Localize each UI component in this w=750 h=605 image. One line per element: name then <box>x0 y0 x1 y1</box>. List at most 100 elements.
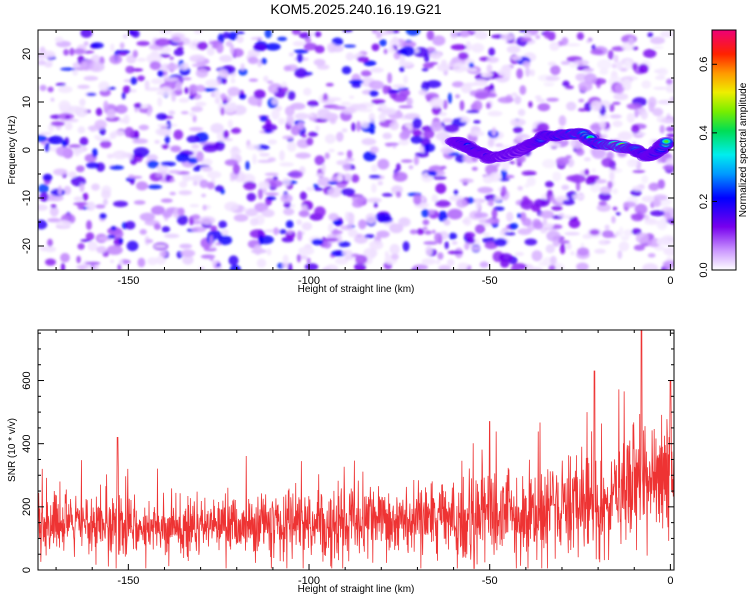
spectrogram-noise-blob <box>327 42 337 53</box>
spectrogram-noise-blob <box>392 84 406 89</box>
spectrogram-noise-blob <box>111 130 126 137</box>
spectrogram-noise-blob <box>147 160 159 169</box>
spectrogram-noise-blob <box>562 80 570 88</box>
spectrogram-noise-blob <box>456 198 468 208</box>
spectrogram-noise-blob <box>220 107 225 116</box>
spectrogram-noise-blob <box>191 144 200 149</box>
spectrogram-noise-blob <box>85 232 95 241</box>
spectrogram-noise-blob <box>545 244 555 254</box>
spectrogram-noise-blob <box>38 204 48 211</box>
spectrogram-noise-blob <box>79 182 85 193</box>
spectrogram-noise-blob <box>261 209 275 218</box>
spectrogram-noise-blob <box>486 102 491 109</box>
spectrogram-noise-blob <box>109 54 123 65</box>
spectrogram-noise-blob <box>296 230 303 242</box>
spectrogram-noise-blob <box>205 79 221 88</box>
spectrogram-noise-blob <box>191 214 201 220</box>
spectrogram-noise-blob <box>521 170 537 176</box>
spectrogram-noise-blob <box>491 126 497 137</box>
snr-xtick-label: -100 <box>298 575 320 587</box>
spectrogram-noise-blob <box>252 153 257 165</box>
spectrogram-noise-blob <box>159 53 171 58</box>
spectrogram-noise-blob <box>117 52 128 56</box>
spectrogram-noise-blob <box>565 43 581 47</box>
spectrogram-noise-blob <box>400 159 413 163</box>
spectrogram-noise-blob <box>540 210 554 219</box>
spectrogram-noise-blob <box>514 95 522 105</box>
spectrogram-noise-blob <box>344 211 349 222</box>
spectrogram-noise-blob <box>325 82 334 87</box>
spectrogram-noise-blob <box>475 199 481 211</box>
spectrogram-noise-blob <box>648 101 655 113</box>
spectrogram-noise-blob <box>612 120 623 128</box>
spectrogram-noise-blob <box>297 121 305 130</box>
spectrogram-noise-blob <box>631 213 644 222</box>
spectrogram-noise-blob <box>149 61 162 71</box>
spectrogram-noise-blob <box>528 101 533 108</box>
spectrogram-noise-blob <box>412 117 422 129</box>
spectrogram-noise-blob <box>248 78 259 82</box>
spectrogram-noise-blob <box>516 68 523 79</box>
spectrogram-noise-blob <box>446 259 455 266</box>
spectrogram-noise-blob <box>247 56 259 65</box>
spectrogram-noise-blob <box>55 220 72 228</box>
spectrogram-noise-blob <box>275 105 283 112</box>
spectrogram-noise-blob <box>83 41 89 46</box>
spectrogram-noise-blob <box>77 126 86 134</box>
spectrogram-noise-blob <box>589 229 600 236</box>
spectrogram-noise-blob <box>435 259 441 265</box>
spectrogram-noise-blob <box>271 108 280 120</box>
spectrogram-noise-blob <box>371 30 378 34</box>
spectrogram-noise-blob <box>601 133 608 140</box>
spectrogram-noise-blob <box>657 99 673 105</box>
spectrogram-noise-blob <box>179 63 189 71</box>
spectrogram-noise-blob <box>387 72 393 84</box>
spectrogram-noise-blob <box>199 216 216 225</box>
spectrogram-noise-blob <box>604 240 611 244</box>
spectrogram-ytick-label: 10 <box>21 96 33 108</box>
spectrogram-noise-blob <box>410 135 423 144</box>
spectrogram-noise-blob <box>245 160 250 171</box>
spectrogram-noise-blob <box>147 184 163 190</box>
spectrogram-noise-blob <box>626 112 635 123</box>
spectrogram-noise-blob <box>331 230 343 235</box>
spectrogram-noise-blob <box>546 97 559 102</box>
spectrogram-noise-blob <box>447 208 463 220</box>
spectrogram-noise-blob <box>550 65 561 76</box>
spectrogram-noise-blob <box>271 98 279 105</box>
spectrogram-noise-blob <box>426 80 442 89</box>
spectrogram-noise-blob <box>370 146 379 154</box>
spectrogram-noise-blob <box>202 143 219 153</box>
spectrogram-noise-blob <box>119 42 125 49</box>
spectrogram-noise-blob <box>340 188 355 196</box>
spectrogram-noise-blob <box>599 68 609 75</box>
spectrogram-noise-blob <box>47 238 53 247</box>
spectrogram-noise-blob <box>231 146 239 152</box>
spectrogram-noise-blob <box>513 126 523 134</box>
spectrogram-noise-blob <box>192 114 197 123</box>
spectrogram-noise-blob <box>39 192 49 202</box>
spectrogram-noise-blob <box>184 87 189 94</box>
spectrogram-noise-blob <box>336 160 348 166</box>
spectrogram-noise-blob <box>389 121 400 131</box>
spectrogram-noise-blob <box>520 199 534 210</box>
spectrogram-noise-blob <box>173 129 184 140</box>
spectrogram-noise-blob <box>324 238 339 242</box>
spectrogram-noise-blob <box>133 147 150 158</box>
spectrogram-noise-blob <box>612 206 618 211</box>
spectrogram-noise-blob <box>506 45 521 54</box>
spectrogram-x-axis: -150 -100 -50 0 <box>55 30 673 287</box>
spectrogram-noise-blob <box>501 161 510 171</box>
spectrogram-noise-blob <box>566 101 577 111</box>
colorbar-tick-label: 0.6 <box>698 57 710 72</box>
spectrogram-noise-blob <box>590 182 601 193</box>
spectrogram-noise-blob <box>643 49 657 58</box>
spectrogram-noise-blob <box>398 138 410 146</box>
spectrogram-noise-blob <box>191 220 203 225</box>
spectrogram-noise-blob <box>665 126 674 132</box>
spectrogram-noise-blob <box>95 107 103 116</box>
spectrogram-noise-blob <box>262 123 278 132</box>
spectrogram-noise-blob <box>249 229 266 239</box>
spectrogram-noise-blob <box>544 223 554 229</box>
spectrogram-noise-blob <box>650 36 665 45</box>
